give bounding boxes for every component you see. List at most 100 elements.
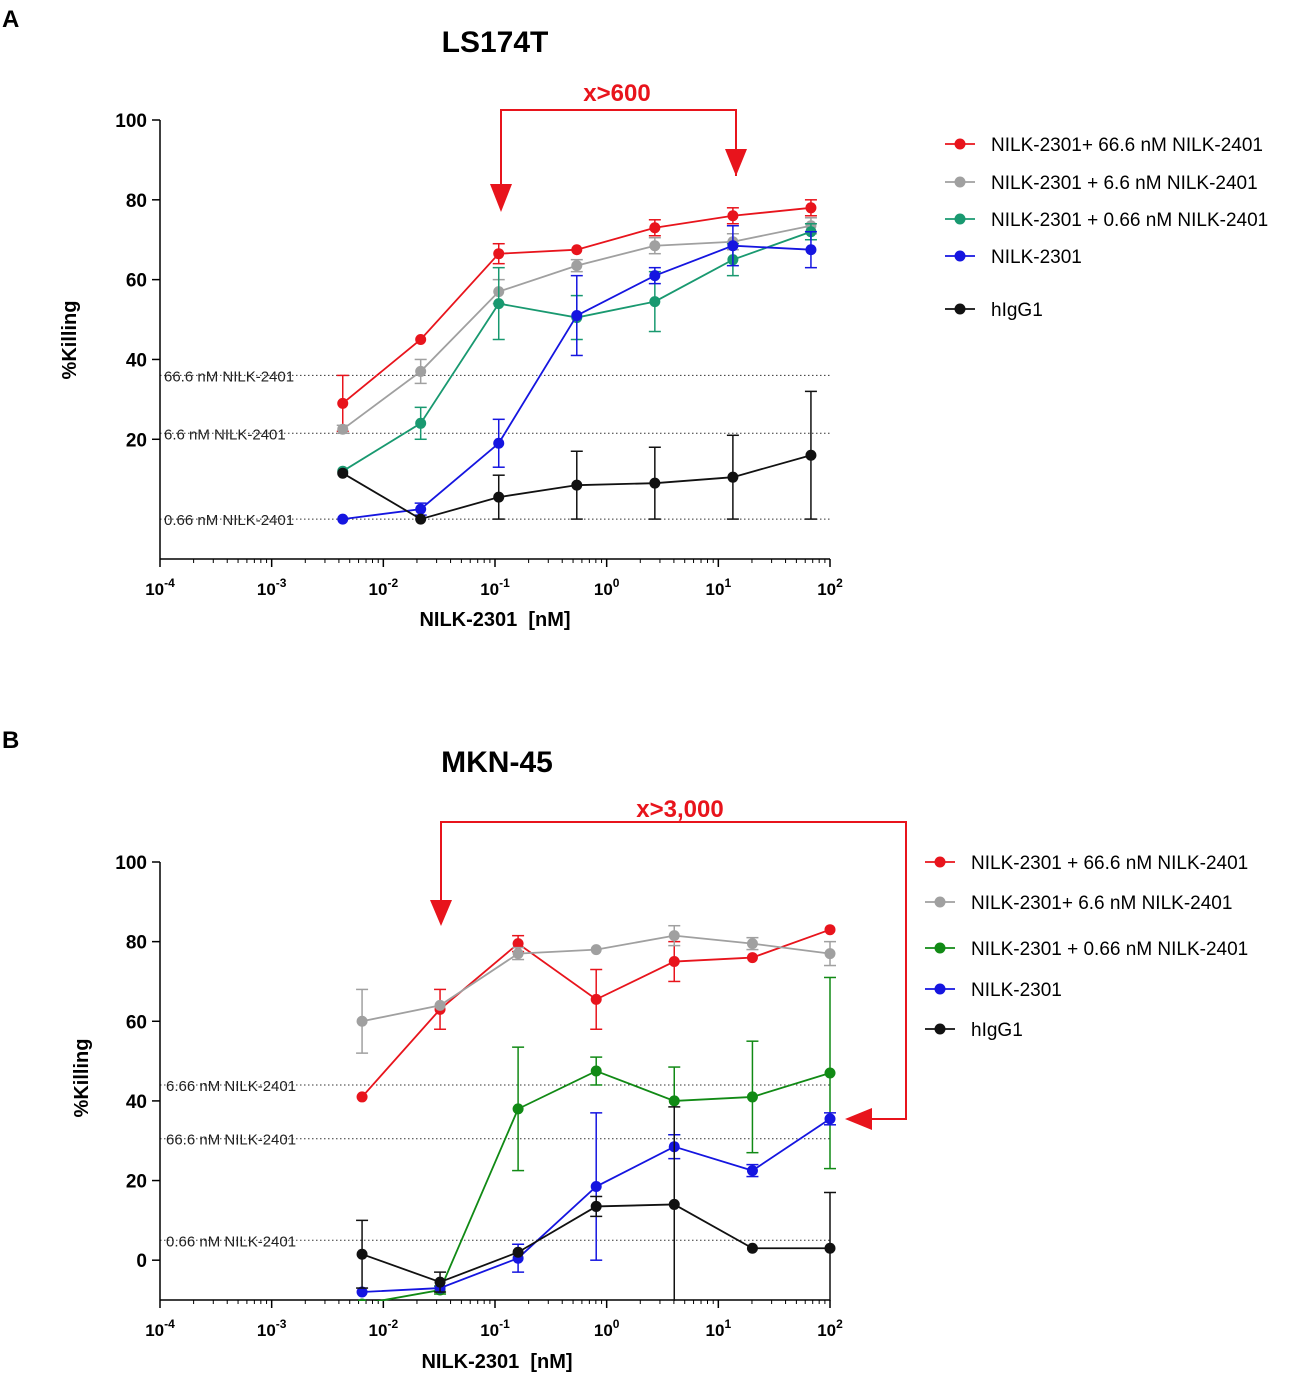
data-point [356,1286,368,1298]
y-tick-label: 20 [126,430,147,451]
data-point [727,240,739,252]
x-tick-label: 10-3 [257,1317,287,1340]
fold-change-annotation: x>3,000 [430,796,907,1130]
data-point [805,244,817,256]
legend-entry: hIgG1 [971,1020,1023,1041]
legend-marker [934,983,946,995]
legend-entry: NILK-2301 [991,247,1082,268]
plot-area [356,924,836,1301]
chart-title: LS174T [442,26,549,59]
y-tick-label: 60 [126,271,147,292]
data-point [571,244,583,256]
data-point [415,334,427,345]
data-point [668,956,680,968]
data-point [512,938,524,950]
series-black [337,390,817,525]
legend-marker [954,303,966,315]
x-tick-label: 10-2 [369,576,399,599]
data-point [649,270,661,282]
data-point [356,1091,368,1103]
data-point [824,1067,836,1079]
reference-line-label: 6.6 nM NILK-2401 [164,426,286,443]
x-tick-label: 101 [706,576,732,599]
y-tick-label: 40 [126,1092,147,1113]
y-axis-label: %Killing [71,1039,93,1118]
data-point [746,1091,758,1103]
annotation-bracket [440,821,907,1120]
data-point [337,513,349,525]
legend-marker [934,1023,946,1035]
data-point [649,222,661,234]
y-tick-label: 60 [126,1012,147,1033]
legend: NILK-2301+ 66.6 nM NILK-2401 NILK-2301 + … [945,135,1268,321]
data-point [493,248,505,260]
series-black [356,1106,836,1301]
data-point [337,423,349,435]
series-blue [337,225,817,525]
data-point [824,948,836,960]
data-point [824,1113,836,1125]
data-point [746,938,758,950]
data-point [434,999,446,1011]
x-tick-label: 10-3 [257,576,287,599]
x-tick-label: 10-2 [369,1317,399,1340]
legend-marker [954,176,966,188]
data-point [571,479,583,491]
x-tick-label: 10-4 [145,1317,175,1340]
data-point [571,260,583,272]
data-point [824,924,836,936]
series-red [336,199,817,433]
data-point [805,449,817,461]
data-point [805,202,817,214]
reference-lines: 6.66 nM NILK-2401 66.6 nM NILK-2401 0.66 n… [160,1078,830,1250]
series-green [357,976,836,1301]
data-point [493,298,505,310]
annotation-bracket [500,109,737,188]
legend-entry: NILK-2301 [971,980,1062,1001]
data-point [434,1276,446,1288]
data-point [512,1103,524,1115]
panel-label: A [2,6,19,33]
data-point [649,296,661,308]
data-point [356,1015,368,1027]
y-tick-label: 100 [115,853,147,874]
data-point [571,310,583,322]
data-point [337,467,349,479]
y-tick-label: 0 [136,1251,147,1272]
x-tick-label: 102 [817,1317,843,1340]
data-point [746,1242,758,1254]
x-axis-label: NILK-2301 [nM] [421,1351,572,1373]
data-point [746,952,758,964]
data-point [649,477,661,489]
chart-title: MKN-45 [441,746,553,779]
legend-marker [954,138,966,150]
reference-line-label: 6.66 nM NILK-2401 [166,1078,296,1095]
data-point [727,471,739,483]
data-point [415,365,427,377]
y-tick-label: 40 [126,350,147,371]
x-axis-label: NILK-2301 [nM] [419,609,570,631]
data-point [415,417,427,429]
data-point [746,1165,758,1177]
y-axis-label: %Killing [59,301,81,380]
data-point [824,1242,836,1254]
y-tick-label: 80 [126,933,147,954]
data-point [590,993,602,1005]
legend-entry: NILK-2301 + 6.6 nM NILK-2401 [991,173,1258,194]
legend-entry: NILK-2301 + 0.66 nM NILK-2401 [971,939,1248,960]
panel-b: B MKN-45 %Killing NILK-2301 [nM] 6.66 nM… [2,727,1248,1373]
axes: 0 20 40 60 80 100 10-4 10-3 10-2 10-1 100 101 102 [115,853,843,1340]
reference-line-label: 0.66 nM NILK-2401 [164,512,294,529]
series-gray [356,924,836,1054]
legend-entry: hIgG1 [991,300,1043,321]
data-point [357,1298,367,1301]
data-point [415,503,427,515]
legend-marker [954,213,966,225]
data-point [590,1065,602,1077]
x-tick-label: 100 [594,576,620,599]
data-point [337,397,349,409]
x-tick-label: 100 [594,1317,620,1340]
data-point [649,240,661,252]
reference-line-label: 66.6 nM NILK-2401 [166,1132,296,1149]
